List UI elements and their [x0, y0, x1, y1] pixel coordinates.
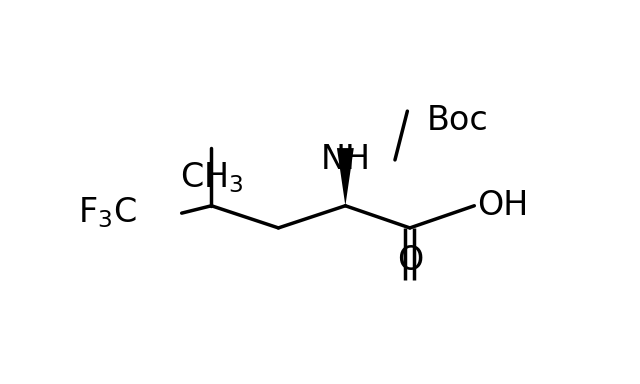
- Text: CH$_3$: CH$_3$: [180, 160, 243, 195]
- Text: NH: NH: [321, 143, 371, 176]
- Text: F$_3$C: F$_3$C: [78, 196, 137, 230]
- Text: Boc: Boc: [428, 104, 489, 136]
- Text: O: O: [397, 244, 423, 277]
- Text: OH: OH: [477, 189, 528, 222]
- Polygon shape: [337, 148, 354, 206]
